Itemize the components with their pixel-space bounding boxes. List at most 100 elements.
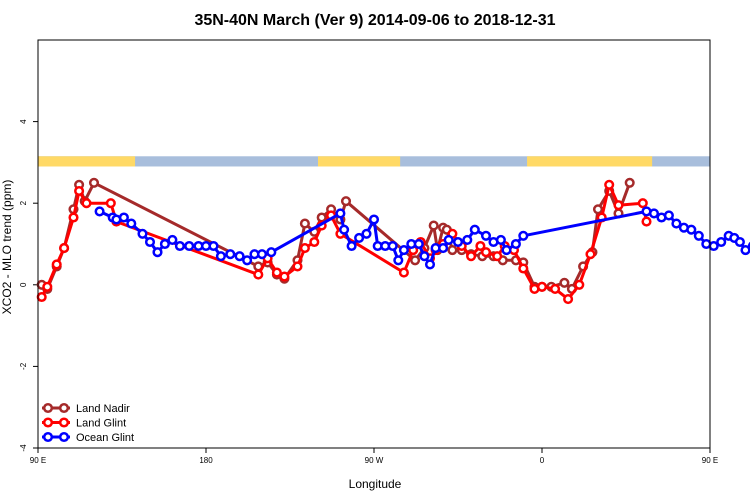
data-point	[253, 269, 264, 280]
data-point	[316, 212, 327, 223]
data-point	[480, 230, 492, 241]
data-point	[309, 236, 320, 248]
data-point	[443, 234, 454, 245]
data-point	[495, 234, 506, 245]
data-point	[242, 255, 253, 266]
land-strip-segment	[38, 156, 136, 167]
data-point	[59, 243, 70, 254]
data-point	[174, 240, 185, 252]
data-point	[663, 210, 674, 221]
data-point	[118, 212, 129, 223]
data-point	[88, 177, 100, 188]
legend-marker	[58, 417, 70, 428]
data-point	[361, 228, 372, 239]
data-point	[279, 271, 290, 282]
y-tick-label: 4	[19, 119, 28, 124]
legend-item: Land Nadir	[42, 402, 130, 415]
data-point	[94, 206, 105, 217]
x-tick-label: 0	[540, 456, 545, 465]
y-tick-label: 0	[19, 282, 28, 287]
legend-item: Ocean Glint	[42, 431, 134, 444]
data-point	[339, 224, 350, 235]
data-point	[292, 261, 303, 272]
legend-marker	[58, 402, 70, 414]
x-tick-label: 90 W	[365, 456, 384, 465]
data-point	[671, 218, 682, 229]
data-point	[387, 240, 398, 252]
x-tick-label: 90 E	[702, 456, 718, 465]
data-point	[215, 251, 226, 262]
data-point	[225, 249, 236, 260]
series-land-nadir	[36, 177, 635, 294]
data-point	[159, 238, 170, 250]
data-point	[536, 281, 548, 292]
data-point	[299, 218, 310, 229]
legend-marker	[42, 431, 54, 443]
y-tick-label: -2	[19, 362, 28, 370]
data-point	[452, 236, 464, 248]
data-point	[51, 259, 62, 270]
data-point	[428, 220, 439, 231]
data-point	[368, 214, 380, 225]
data-point	[144, 236, 156, 248]
data-point	[167, 234, 178, 245]
data-point	[693, 230, 704, 241]
data-point	[648, 208, 660, 219]
y-tick-label: 2	[19, 200, 28, 205]
data-point	[447, 245, 458, 256]
data-point	[740, 245, 750, 256]
series-layer	[36, 177, 750, 305]
data-point	[574, 279, 585, 290]
data-point	[340, 196, 352, 207]
y-axis-label: XCO2 - MLO trend (ppm)	[0, 180, 14, 315]
legend: Land Nadir Land Glint Ocean Glint	[42, 402, 134, 444]
legend-marker	[42, 402, 54, 414]
data-point	[419, 251, 430, 262]
land-strip-segment	[318, 156, 401, 167]
data-point	[563, 294, 574, 305]
data-point	[413, 238, 424, 250]
series-ocean-glint	[94, 206, 750, 270]
land-strip-segment	[527, 156, 653, 167]
data-point	[438, 243, 449, 254]
legend-label: Ocean Glint	[76, 432, 134, 444]
data-point	[462, 234, 473, 245]
data-point	[354, 232, 365, 243]
data-point	[585, 249, 596, 260]
data-point	[734, 236, 745, 248]
data-point	[208, 240, 219, 252]
land-ocean-strip	[38, 156, 710, 167]
data-point	[393, 255, 404, 266]
data-point	[81, 198, 92, 209]
data-point	[492, 251, 503, 262]
data-point	[510, 238, 521, 250]
data-point	[68, 212, 79, 223]
data-point	[637, 198, 648, 209]
data-point	[475, 240, 486, 252]
legend-marker	[42, 417, 54, 428]
data-point	[469, 224, 480, 235]
data-point	[137, 228, 148, 239]
legend-marker	[58, 431, 70, 443]
data-point	[424, 259, 436, 270]
x-tick-label: 180	[199, 456, 213, 465]
data-point	[42, 281, 53, 292]
data-point	[480, 247, 492, 258]
data-point	[152, 247, 163, 258]
data-point	[299, 243, 310, 254]
data-point	[550, 283, 561, 294]
y-tick-label: -4	[19, 444, 28, 452]
data-point	[466, 251, 477, 262]
data-point	[398, 267, 409, 278]
data-point	[271, 267, 282, 278]
plot-frame	[37, 39, 711, 449]
data-point	[686, 224, 697, 235]
data-point	[604, 179, 615, 190]
data-point	[624, 177, 635, 188]
series-line	[40, 181, 632, 291]
data-point	[256, 249, 268, 260]
data-point	[105, 198, 116, 209]
data-point	[335, 208, 346, 219]
legend-label: Land Nadir	[76, 403, 130, 415]
